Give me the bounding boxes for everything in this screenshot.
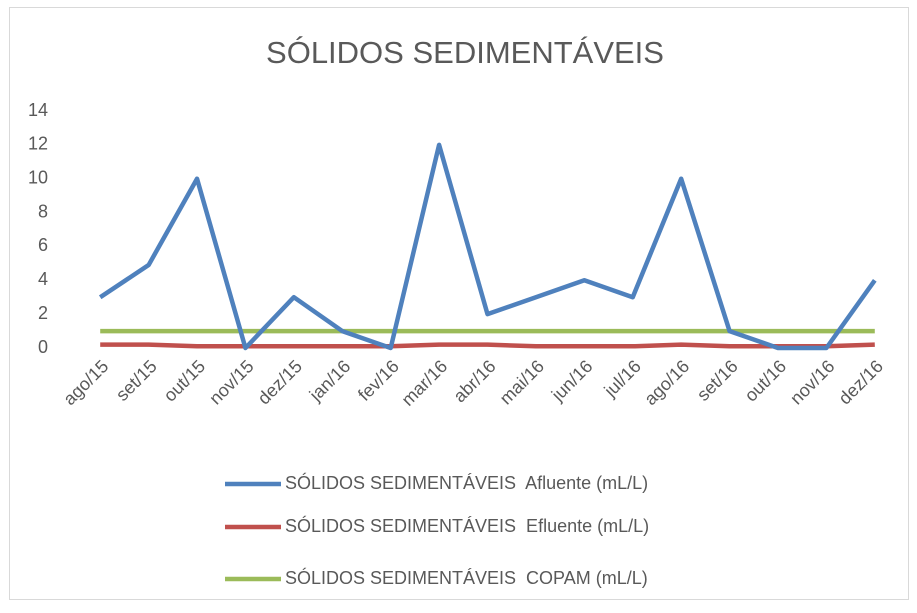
y-tick-label: 2	[38, 303, 48, 323]
y-tick-label: 12	[28, 134, 48, 154]
legend-label: SÓLIDOS SEDIMENTÁVEIS COPAM (mL/L)	[285, 567, 648, 588]
series-line	[100, 342, 875, 349]
y-tick-label: 6	[38, 235, 48, 255]
chart-title: SÓLIDOS SEDIMENTÁVEIS	[266, 35, 664, 70]
y-tick-label: 8	[38, 201, 48, 221]
y-tick-label: 14	[28, 100, 48, 120]
chart-border	[9, 7, 909, 600]
y-tick-label: 10	[28, 167, 48, 187]
series-line	[98, 142, 877, 351]
legend-label: SÓLIDOS SEDIMENTÁVEIS Afluente (mL/L)	[285, 472, 648, 493]
legend-label: SÓLIDOS SEDIMENTÁVEIS Efluente (mL/L)	[285, 515, 649, 536]
y-tick-label: 0	[38, 337, 48, 357]
y-tick-label: 4	[38, 269, 48, 289]
